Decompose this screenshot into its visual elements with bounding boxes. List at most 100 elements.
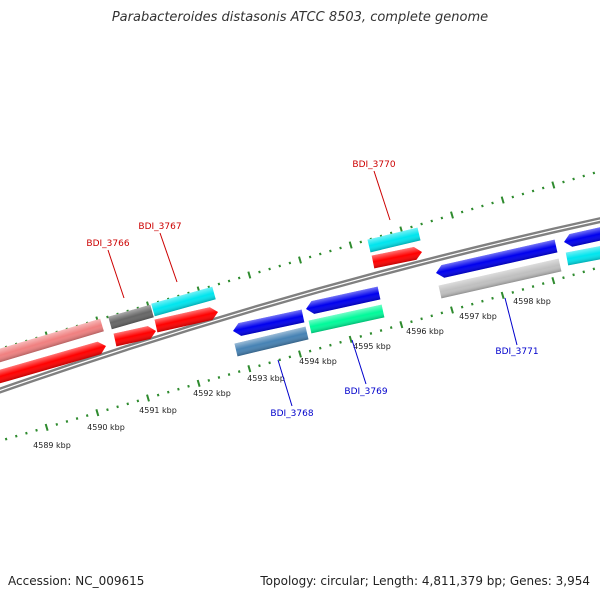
gene-label-leader (107, 249, 125, 299)
gene-red-right (371, 247, 423, 269)
tick-mark-outer (237, 276, 241, 280)
tick-mark-inner (288, 355, 292, 359)
gene-red-outer (0, 341, 107, 387)
tick-mark-outer (420, 222, 423, 226)
tick-mark-inner (25, 431, 28, 435)
tick-mark-inner (440, 311, 444, 315)
tick-mark-inner (430, 314, 434, 318)
scale-label-kbp: 4598 kbp (513, 297, 551, 306)
tick-mark-outer (572, 177, 575, 181)
tick-mark-inner (450, 306, 454, 314)
tick-mark-inner (470, 302, 474, 306)
scale-label-kbp: 4597 kbp (459, 312, 497, 321)
tick-mark-inner (75, 417, 79, 420)
tick-mark-inner (247, 365, 252, 373)
scale-label-kbp: 4589 kbp (33, 441, 71, 450)
tick-mark-inner (308, 349, 312, 353)
genome-stats-label: Topology: circular; Length: 4,811,379 bp… (260, 574, 590, 588)
tick-mark-inner (500, 291, 505, 299)
tick-mark-outer (268, 267, 271, 271)
tick-mark-outer (521, 192, 525, 196)
scale-label-kbp: 4596 kbp (406, 327, 444, 336)
tick-mark-inner (156, 393, 160, 397)
tick-mark-outer (531, 189, 535, 193)
gene-label[interactable]: BDI_3767 (138, 222, 181, 232)
tick-mark-inner (562, 276, 565, 280)
tick-mark-outer (308, 255, 312, 259)
gene-label[interactable]: BDI_3766 (86, 239, 129, 249)
tick-mark-inner (278, 358, 282, 362)
gene-label[interactable]: BDI_3769 (344, 387, 387, 397)
tick-mark-inner (369, 332, 373, 335)
tick-mark-inner (491, 296, 494, 300)
gene-red-mid (154, 307, 219, 333)
gene-label[interactable]: BDI_3770 (352, 160, 395, 170)
tick-mark-outer (288, 261, 292, 265)
tick-mark-inner (95, 409, 100, 417)
gene-label-leader (277, 359, 293, 407)
tick-mark-inner (329, 343, 332, 347)
tick-mark-outer (410, 225, 413, 229)
tick-mark-outer (551, 181, 556, 189)
tick-mark-outer (491, 201, 494, 205)
tick-mark-outer (298, 256, 302, 264)
tick-mark-inner (268, 361, 271, 365)
gene-bdi3767 (151, 286, 216, 317)
tick-mark-outer (278, 264, 282, 268)
tick-mark-inner (389, 326, 393, 330)
gene-label[interactable]: BDI_3768 (270, 409, 313, 419)
scale-label-kbp: 4590 kbp (87, 423, 125, 432)
gene-bdi3769 (308, 304, 385, 334)
gene-blue-right (564, 226, 600, 247)
tick-mark-inner (541, 282, 545, 286)
tick-mark-outer (430, 219, 434, 223)
genome-backbone-highlight (0, 219, 600, 392)
tick-mark-outer (339, 246, 342, 250)
tick-mark-outer (217, 282, 221, 286)
gene-label-leader (351, 339, 367, 385)
tick-mark-inner (187, 384, 190, 388)
gene-pink-outer (0, 318, 104, 366)
tick-mark-outer (247, 271, 252, 279)
gene-blue-large (436, 239, 558, 278)
tick-mark-outer (562, 180, 565, 184)
tick-mark-outer (258, 270, 261, 274)
gene-bdi3771 (438, 258, 562, 299)
tick-mark-outer (348, 241, 353, 249)
tick-mark-inner (460, 305, 464, 309)
tick-mark-outer (460, 210, 464, 214)
tick-mark-inner (481, 299, 484, 303)
tick-mark-outer (481, 204, 484, 208)
gene-blue-inner (233, 309, 305, 336)
tick-mark-outer (582, 174, 586, 178)
scale-label-kbp: 4591 kbp (139, 406, 177, 415)
genome-title: Parabacteroides distasonis ATCC 8503, co… (111, 10, 489, 25)
gene-bdi3768 (234, 326, 309, 357)
tick-mark-inner (318, 346, 322, 350)
tick-mark-inner (146, 394, 150, 402)
tick-mark-inner (106, 408, 109, 412)
tick-mark-outer (541, 186, 545, 190)
gene-label[interactable]: BDI_3771 (495, 347, 538, 357)
tick-mark-inner (258, 364, 261, 368)
tick-mark-outer (470, 207, 474, 211)
tick-mark-inner (35, 428, 38, 432)
tick-mark-inner (572, 273, 575, 277)
accession-label: Accession: NC_009615 (8, 574, 145, 588)
tick-mark-inner (217, 376, 221, 379)
gene-label-leader (373, 170, 391, 221)
tick-mark-inner (399, 321, 404, 329)
tick-mark-inner (14, 434, 18, 438)
tick-mark-inner (592, 267, 596, 271)
tick-mark-outer (592, 171, 596, 175)
scale-label-kbp: 4595 kbp (353, 342, 391, 351)
gene-bdi3770 (367, 227, 421, 253)
gene-cyan-right (565, 245, 600, 266)
tick-mark-inner (237, 370, 241, 374)
tick-mark-inner (166, 390, 170, 394)
tick-mark-inner (85, 414, 89, 418)
tick-mark-outer (450, 211, 454, 219)
tick-mark-outer (227, 279, 231, 283)
